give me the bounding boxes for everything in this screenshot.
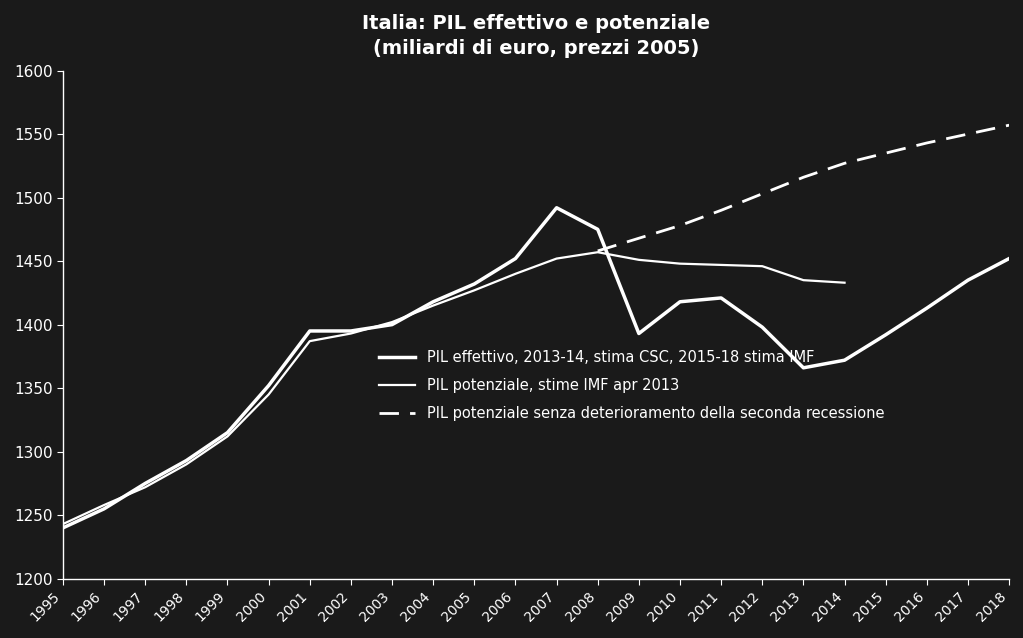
Legend: PIL effettivo, 2013-14, stima CSC, 2015-18 stima IMF, PIL potenziale, stime IMF : PIL effettivo, 2013-14, stima CSC, 2015-… [373,344,890,427]
Title: Italia: PIL effettivo e potenziale
(miliardi di euro, prezzi 2005): Italia: PIL effettivo e potenziale (mili… [362,14,710,58]
